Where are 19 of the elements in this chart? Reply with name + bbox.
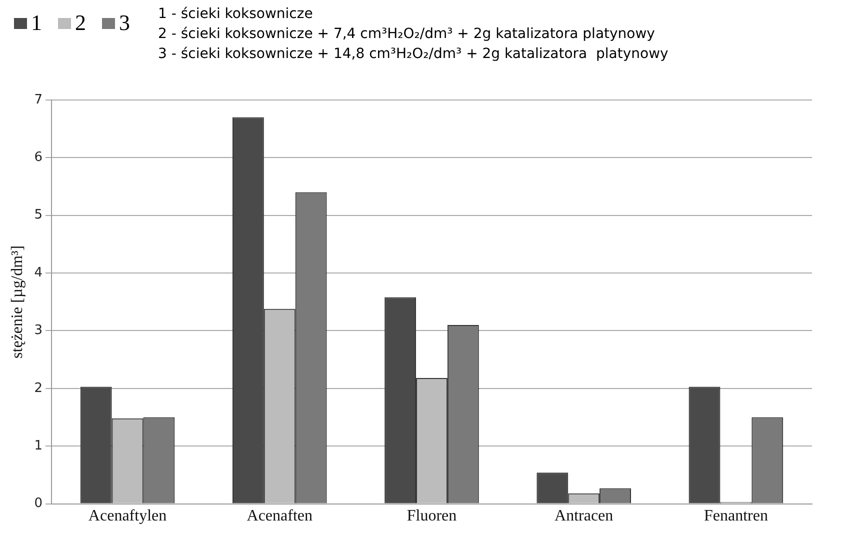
x-tick-label: Fenantren: [704, 508, 768, 525]
text: 1 - ścieki koksownicze: [158, 5, 314, 24]
x-tick-label: Fluoren: [406, 508, 457, 525]
y-tick-label: 1: [34, 438, 42, 454]
legend-label: 2: [75, 10, 86, 36]
y-tick-label: 6: [34, 150, 42, 166]
text: 2 - ścieki koksownicze + 7,4 cm³H₂O₂/dm³ + 2g katalizatora platynowy: [158, 25, 656, 44]
y-tick-label: 5: [34, 208, 42, 223]
y-tick-label: 3: [34, 323, 42, 338]
y-axis-title: stężenie [µg/dm³]: [8, 245, 26, 358]
y-tick-label: 4: [34, 265, 42, 280]
x-tick-label: Acenaften: [246, 508, 312, 525]
x-tick-label: Acenaftylen: [88, 508, 167, 525]
y-tick-label: 7: [34, 92, 42, 108]
legend-label: 3: [119, 10, 130, 36]
y-tick-label: 2: [34, 380, 42, 396]
y-tick-label: 0: [34, 496, 42, 512]
text: 3 - ścieki koksownicze + 14,8 cm³H₂O₂/dm³ + 2g katalizatora platynowy: [158, 45, 668, 64]
x-tick-label: Antracen: [554, 508, 614, 525]
